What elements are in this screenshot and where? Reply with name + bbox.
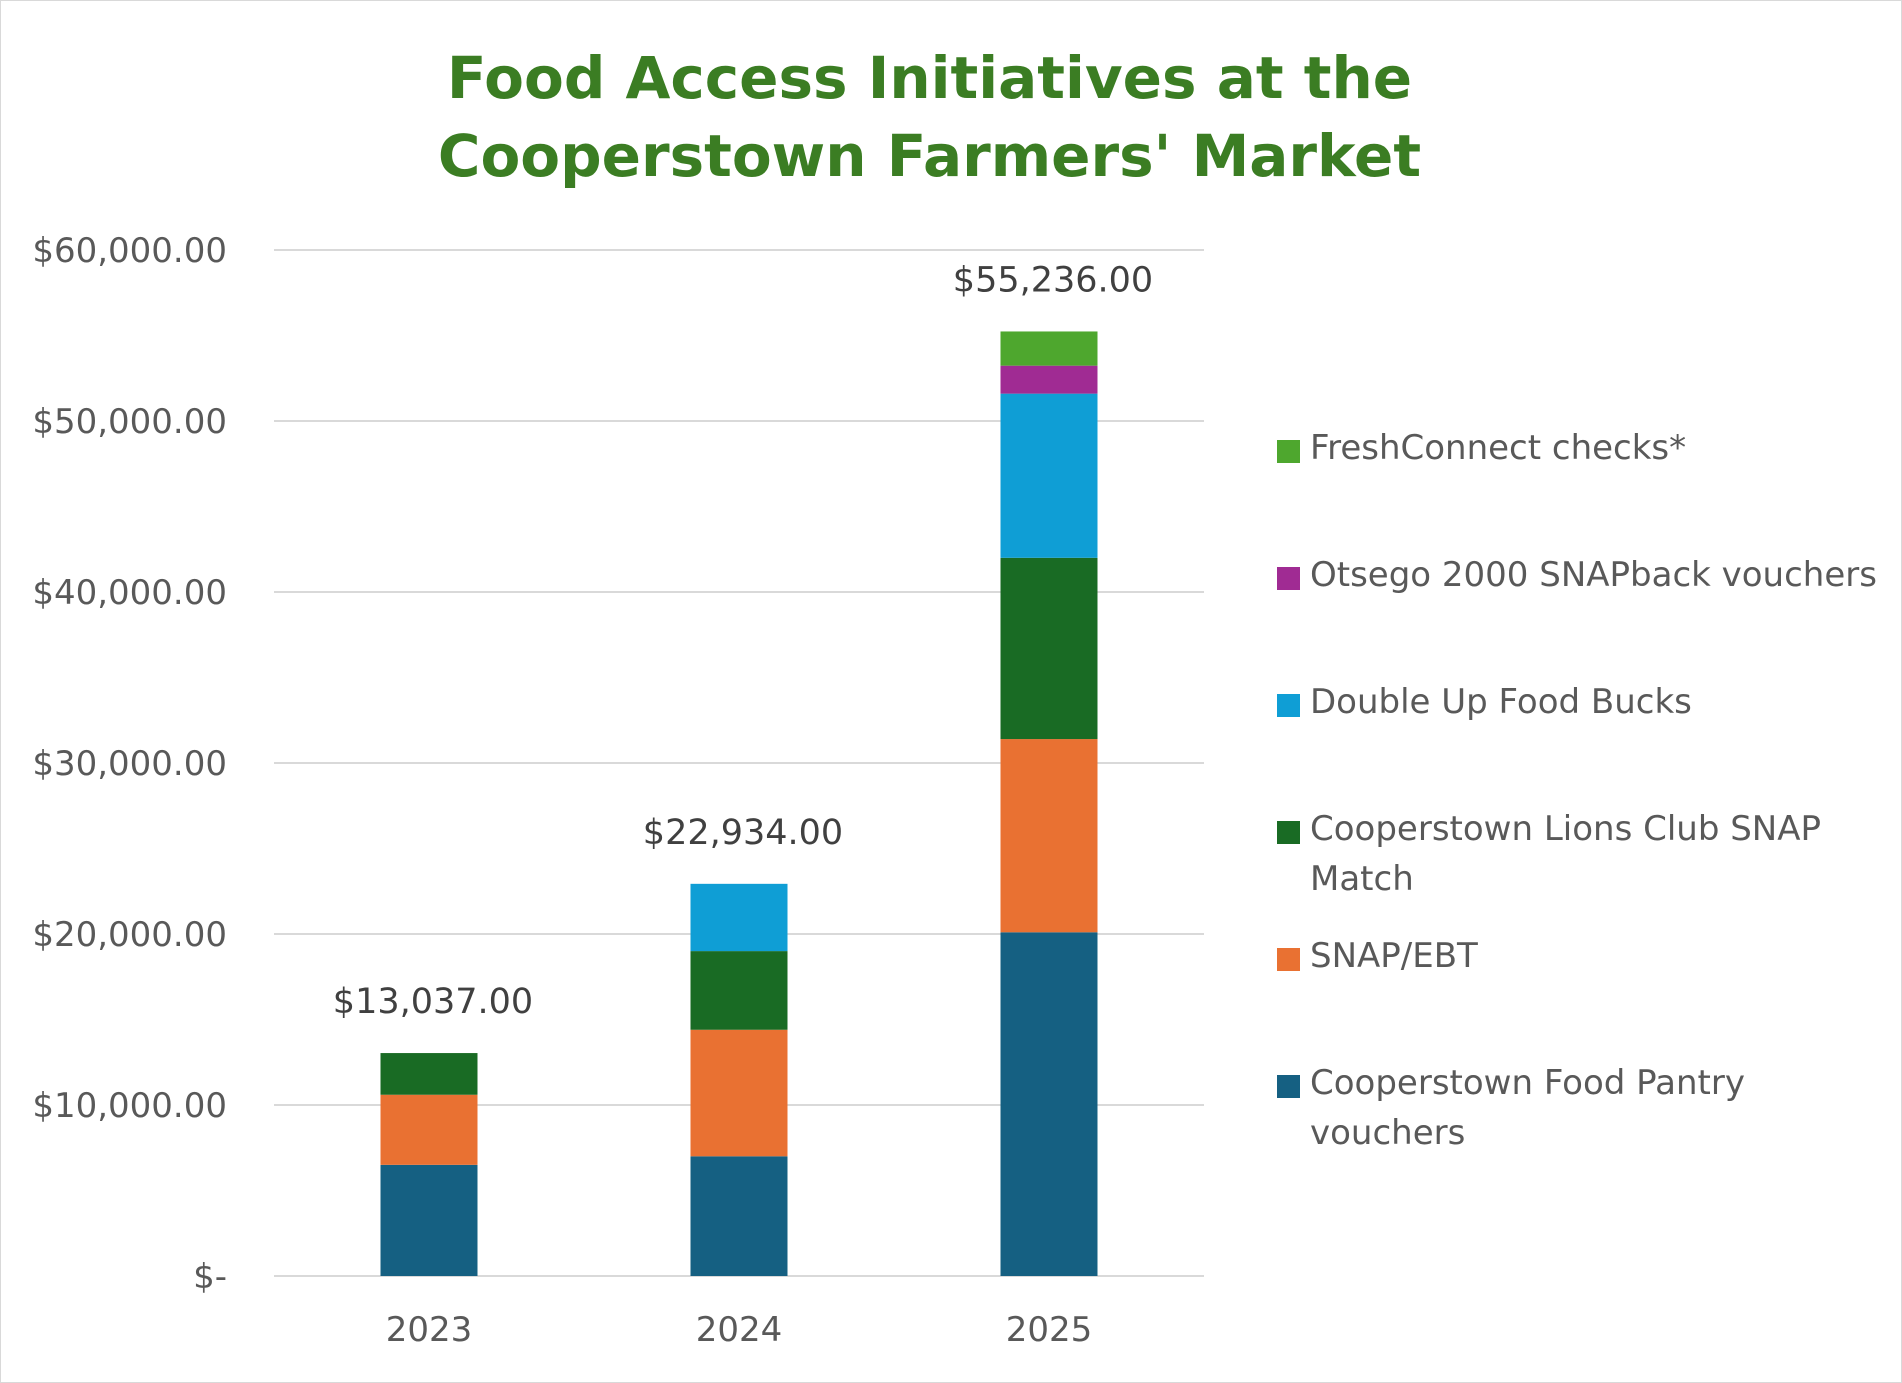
y-tick-label: $50,000.00 bbox=[32, 402, 227, 442]
bar-segment bbox=[1000, 932, 1098, 1276]
legend-swatch bbox=[1277, 821, 1300, 844]
bar-segment bbox=[1000, 557, 1098, 740]
bar-segment bbox=[1000, 331, 1098, 366]
legend-label: Double Up Food Bucks bbox=[1310, 682, 1692, 722]
y-tick-label: $30,000.00 bbox=[32, 744, 227, 784]
legend-label: Cooperstown Food Pantry vouchers bbox=[1310, 1063, 1745, 1153]
bar-segment bbox=[690, 1029, 788, 1157]
y-axis-tick-labels: $- $10,000.00 $20,000.00 $30,000.00 $40,000.… bbox=[32, 231, 227, 1297]
bar-segment bbox=[690, 883, 788, 952]
total-label-2023: $13,037.00 bbox=[333, 982, 533, 1022]
legend-swatch bbox=[1277, 1075, 1300, 1098]
bar-stack-2025 bbox=[1000, 331, 1098, 1276]
legend-swatch bbox=[1277, 948, 1300, 971]
chart-title-line-1: Food Access Initiatives at the bbox=[446, 44, 1413, 112]
legend-swatch bbox=[1277, 440, 1300, 463]
y-tick-label: $20,000.00 bbox=[32, 915, 227, 955]
bar-stack-2023 bbox=[380, 1053, 478, 1276]
y-tick-label: $10,000.00 bbox=[32, 1086, 227, 1126]
chart-title-line-2: Cooperstown Farmers' Market bbox=[437, 122, 1422, 190]
legend-label: FreshConnect checks* bbox=[1310, 428, 1687, 468]
total-label-2025: $55,236.00 bbox=[953, 260, 1153, 300]
legend-label: Otsego 2000 SNAPback vouchers bbox=[1310, 555, 1877, 595]
bar-segment bbox=[1000, 365, 1098, 394]
bar-segment bbox=[1000, 393, 1098, 558]
legend-label: SNAP/EBT bbox=[1310, 936, 1478, 976]
total-label-2024: $22,934.00 bbox=[643, 813, 843, 853]
bar-segment bbox=[380, 1094, 478, 1165]
legend-label: Cooperstown Lions Club SNAP Match bbox=[1310, 809, 1821, 899]
x-axis-tick-labels: 2023 2024 2025 bbox=[386, 1310, 1093, 1350]
x-tick-label-2025: 2025 bbox=[1006, 1310, 1093, 1350]
x-tick-label-2024: 2024 bbox=[696, 1310, 783, 1350]
bar-segment bbox=[380, 1053, 478, 1095]
bar-segment bbox=[690, 1156, 788, 1276]
bar-segment bbox=[380, 1164, 478, 1276]
bars bbox=[380, 331, 1098, 1276]
legend-swatch bbox=[1277, 694, 1300, 717]
x-tick-label-2023: 2023 bbox=[386, 1310, 473, 1350]
bar-stack-2024 bbox=[690, 883, 788, 1276]
legend-swatch bbox=[1277, 567, 1300, 590]
y-tick-label: $60,000.00 bbox=[32, 231, 227, 271]
total-labels: $13,037.00 $22,934.00 $55,236.00 bbox=[333, 260, 1153, 1022]
bar-segment bbox=[690, 951, 788, 1030]
bar-segment bbox=[1000, 739, 1098, 933]
y-tick-label: $- bbox=[193, 1257, 227, 1297]
y-tick-label: $40,000.00 bbox=[32, 573, 227, 613]
